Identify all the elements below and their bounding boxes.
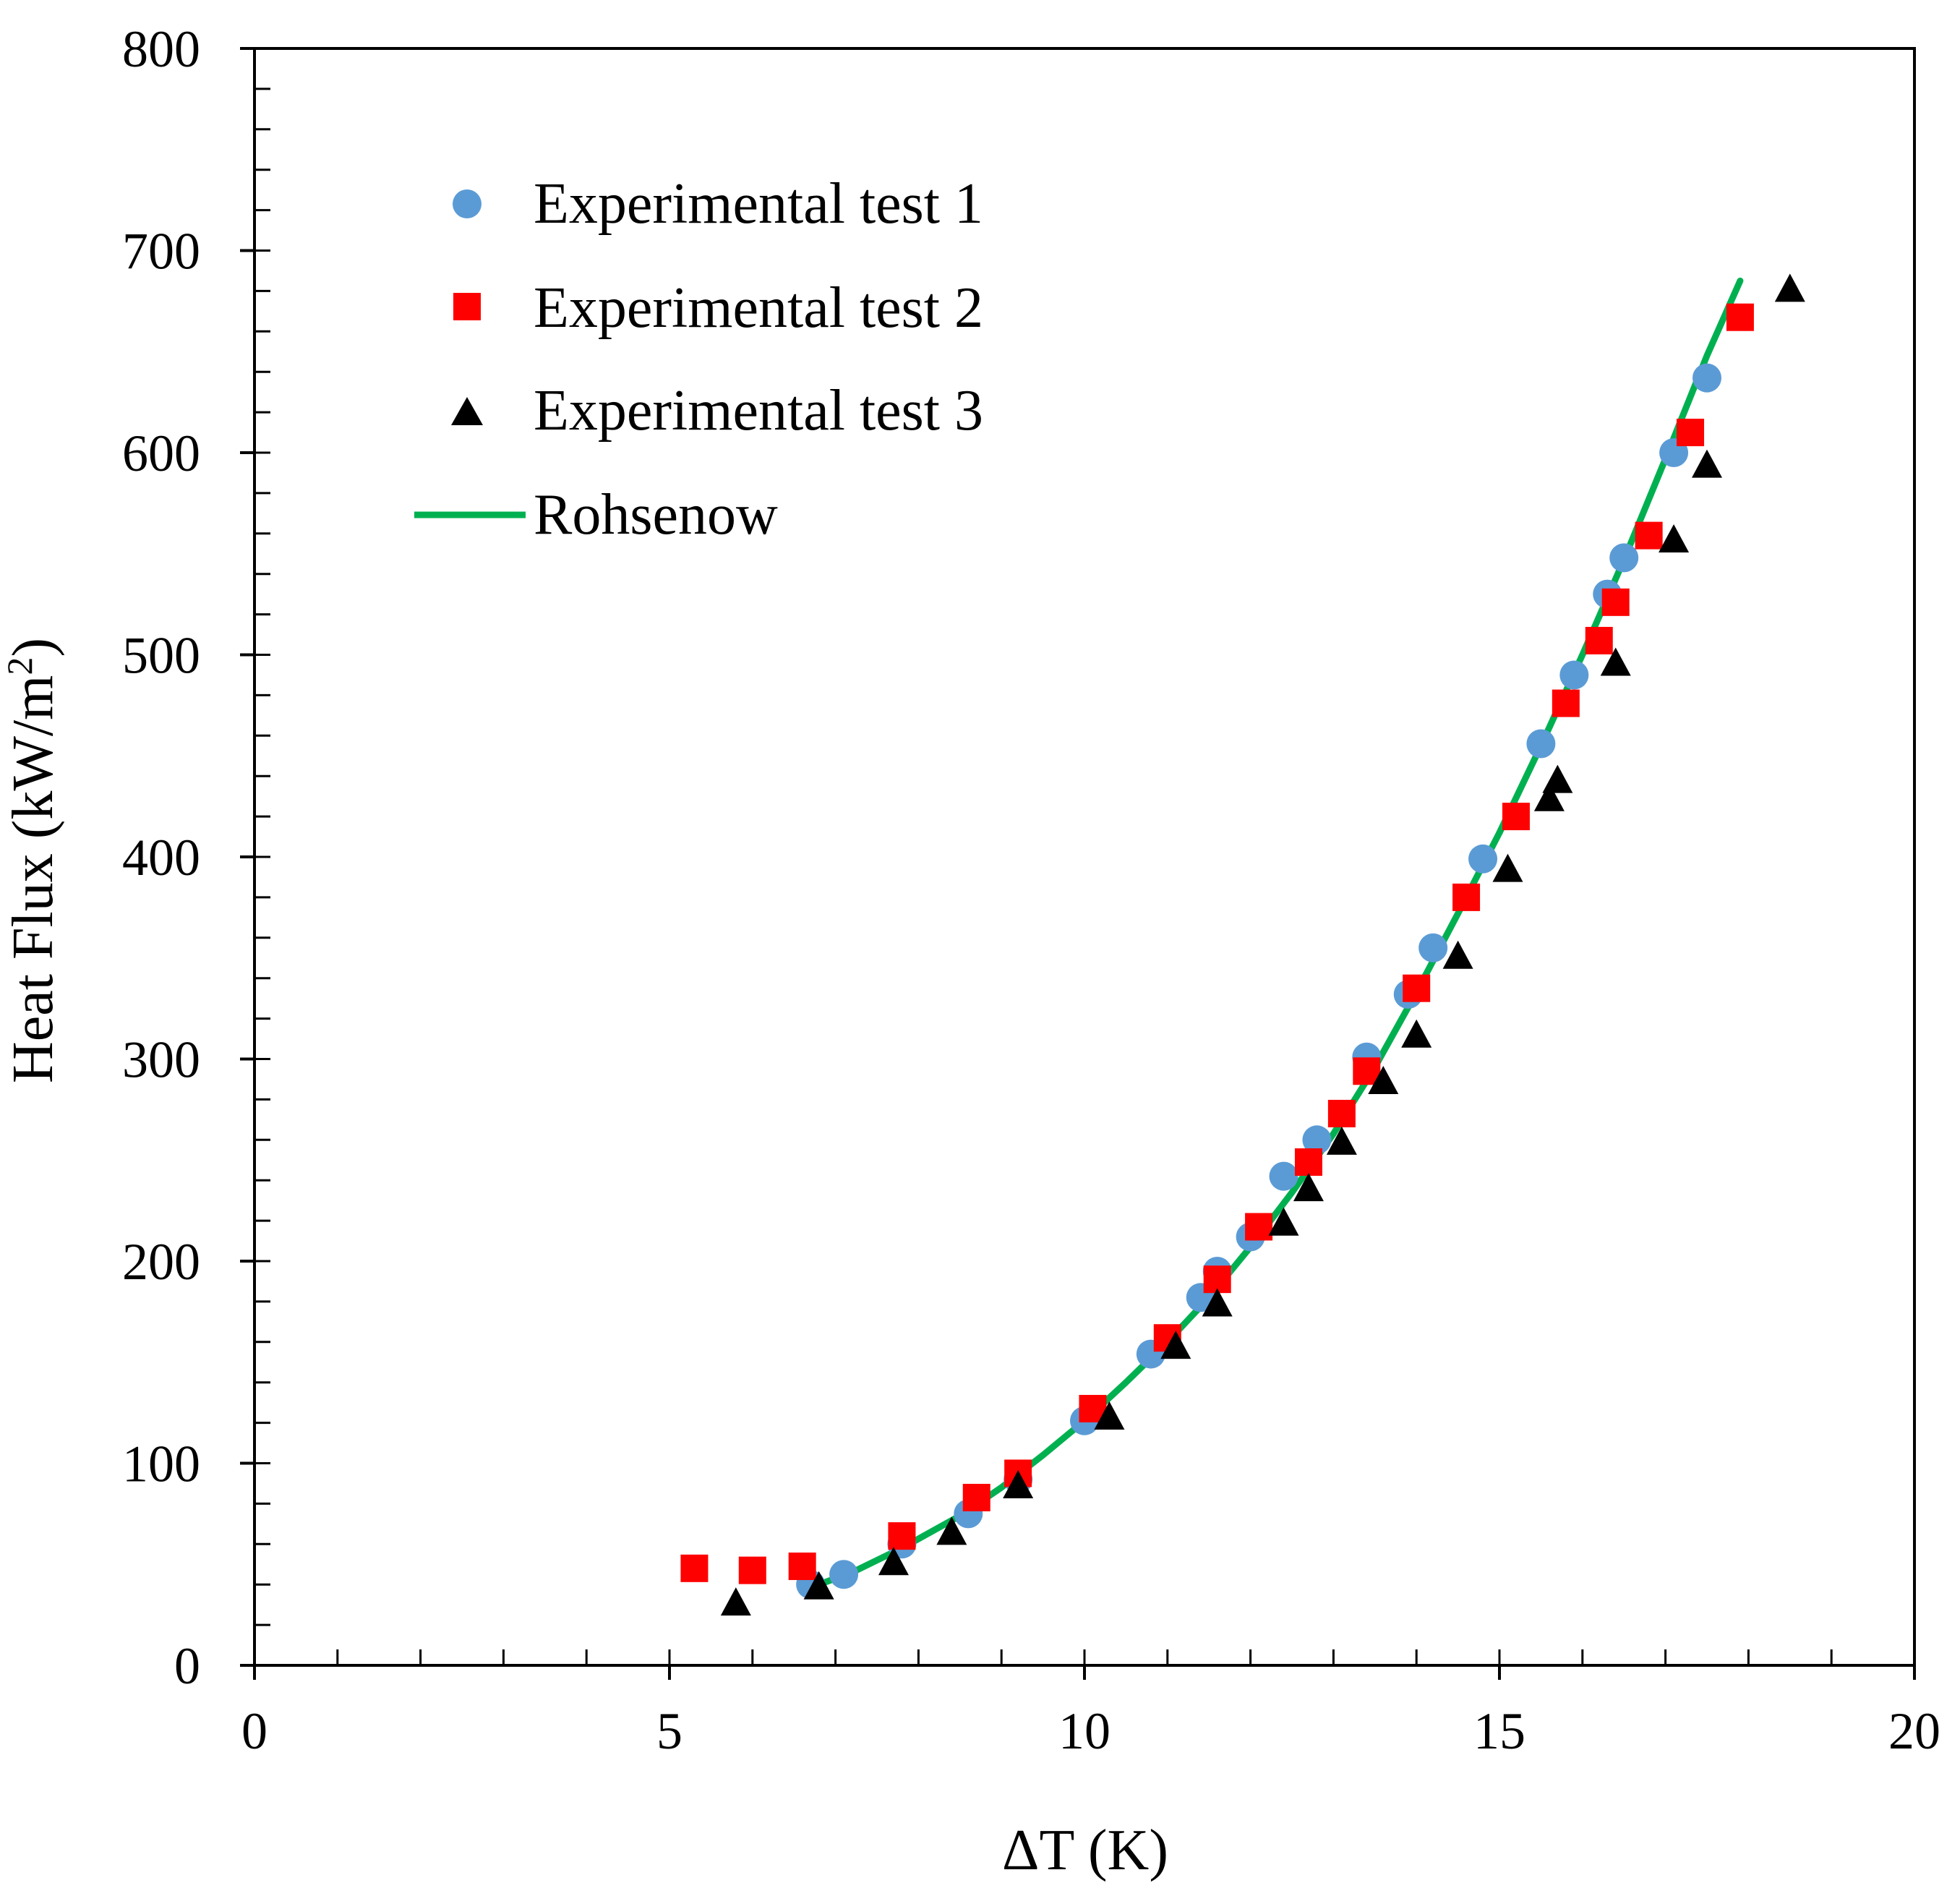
y-axis-title-close: ) — [1, 638, 65, 657]
y-tick-label: 200 — [122, 1233, 200, 1291]
test-1-point — [1559, 660, 1589, 690]
test-2-point — [680, 1554, 709, 1582]
test-2-point — [1552, 689, 1580, 717]
legend-label-test-2: Experimental test 2 — [534, 276, 983, 340]
test-3-point — [1160, 1331, 1191, 1359]
x-tick-label: 10 — [1058, 1702, 1110, 1760]
test-2-point — [1635, 521, 1663, 550]
y-tick-label: 700 — [122, 223, 200, 281]
y-tick-labels: 0 100 200 300 400 500 600 700 800 — [122, 20, 200, 1695]
y-tick-label: 400 — [122, 829, 200, 887]
test-1-point — [1609, 543, 1639, 573]
test-3-point — [1774, 273, 1805, 302]
test-1-point — [1468, 844, 1498, 874]
test-1-point — [1418, 933, 1448, 962]
y-axis-title-superscript: 2 — [0, 657, 40, 675]
legend: Experimental test 1 Experimental test 2 … — [414, 172, 983, 547]
test-3-point — [803, 1571, 834, 1600]
x-tick-label: 0 — [241, 1702, 268, 1760]
test-2-point — [1585, 626, 1613, 654]
test-2-point — [1294, 1148, 1322, 1177]
test-2-point — [1502, 803, 1530, 831]
test-3-point — [1003, 1470, 1034, 1499]
test-2-point — [962, 1484, 990, 1512]
plot-area-frame — [253, 47, 1916, 1667]
test-3-point — [1659, 524, 1690, 552]
test-2-point — [738, 1556, 766, 1584]
test-3-point — [936, 1516, 967, 1545]
test-2-point — [1601, 588, 1630, 616]
test-2-point — [888, 1522, 916, 1550]
test-3-point — [1533, 782, 1565, 811]
y-tick-label: 800 — [122, 20, 200, 78]
y-tick-label: 0 — [174, 1637, 200, 1695]
test-2-point — [1726, 303, 1754, 331]
test-3-point — [878, 1547, 909, 1576]
test-3-point — [1202, 1288, 1233, 1317]
test-3-point — [1368, 1066, 1399, 1095]
test-2-point — [788, 1553, 816, 1581]
test-3-point — [1442, 940, 1473, 969]
test-3-point — [1600, 647, 1631, 676]
legend-marker-test-2 — [453, 293, 481, 320]
test-1-point — [1692, 363, 1721, 393]
y-tick-label: 600 — [122, 424, 200, 482]
x-tick-label: 15 — [1473, 1702, 1525, 1760]
test-3-point — [1268, 1207, 1299, 1236]
test-2-point — [1403, 974, 1431, 1002]
y-tick-label: 500 — [122, 627, 200, 685]
test-3-point — [1401, 1019, 1432, 1048]
rohsenow-curve — [816, 277, 1744, 1588]
major-ticks — [240, 47, 1916, 1680]
legend-marker-test-3 — [451, 397, 483, 425]
series-layer — [680, 273, 1805, 1616]
y-tick-label: 300 — [122, 1031, 200, 1089]
legend-label-test-1: Experimental test 1 — [534, 172, 983, 236]
test-3-point — [1542, 764, 1573, 793]
test-3-point — [1326, 1126, 1357, 1155]
y-tick-label: 100 — [122, 1435, 200, 1493]
y-axis-title: Heat Flux (kW/m2) — [0, 638, 65, 1083]
legend-marker-test-1 — [453, 189, 482, 218]
x-tick-label: 5 — [656, 1702, 682, 1760]
test-3-point — [720, 1587, 751, 1616]
legend-label-rohsenow: Rohsenow — [534, 483, 778, 547]
test-3-point — [1094, 1401, 1125, 1430]
test-2-point — [1327, 1099, 1356, 1127]
x-axis-title: ΔT (K) — [1002, 1819, 1168, 1882]
test-1-point — [1526, 729, 1556, 759]
test-3-point — [1293, 1173, 1324, 1202]
test-2-point — [1677, 419, 1705, 447]
minor-ticks — [253, 47, 1916, 1667]
test-1-point — [1269, 1161, 1298, 1191]
test-2-point — [1245, 1213, 1273, 1241]
legend-label-test-3: Experimental test 3 — [534, 379, 983, 443]
test-3-point — [1492, 853, 1523, 882]
test-1-point — [1302, 1125, 1332, 1155]
y-axis-title-main: Heat Flux (kW/m — [1, 675, 65, 1083]
test-3-point — [1692, 449, 1722, 478]
x-tick-labels: 0 5 10 15 20 — [241, 1702, 1940, 1760]
x-tick-label: 20 — [1888, 1702, 1940, 1760]
test-2-point — [1452, 883, 1481, 911]
test-1-point — [829, 1560, 859, 1589]
